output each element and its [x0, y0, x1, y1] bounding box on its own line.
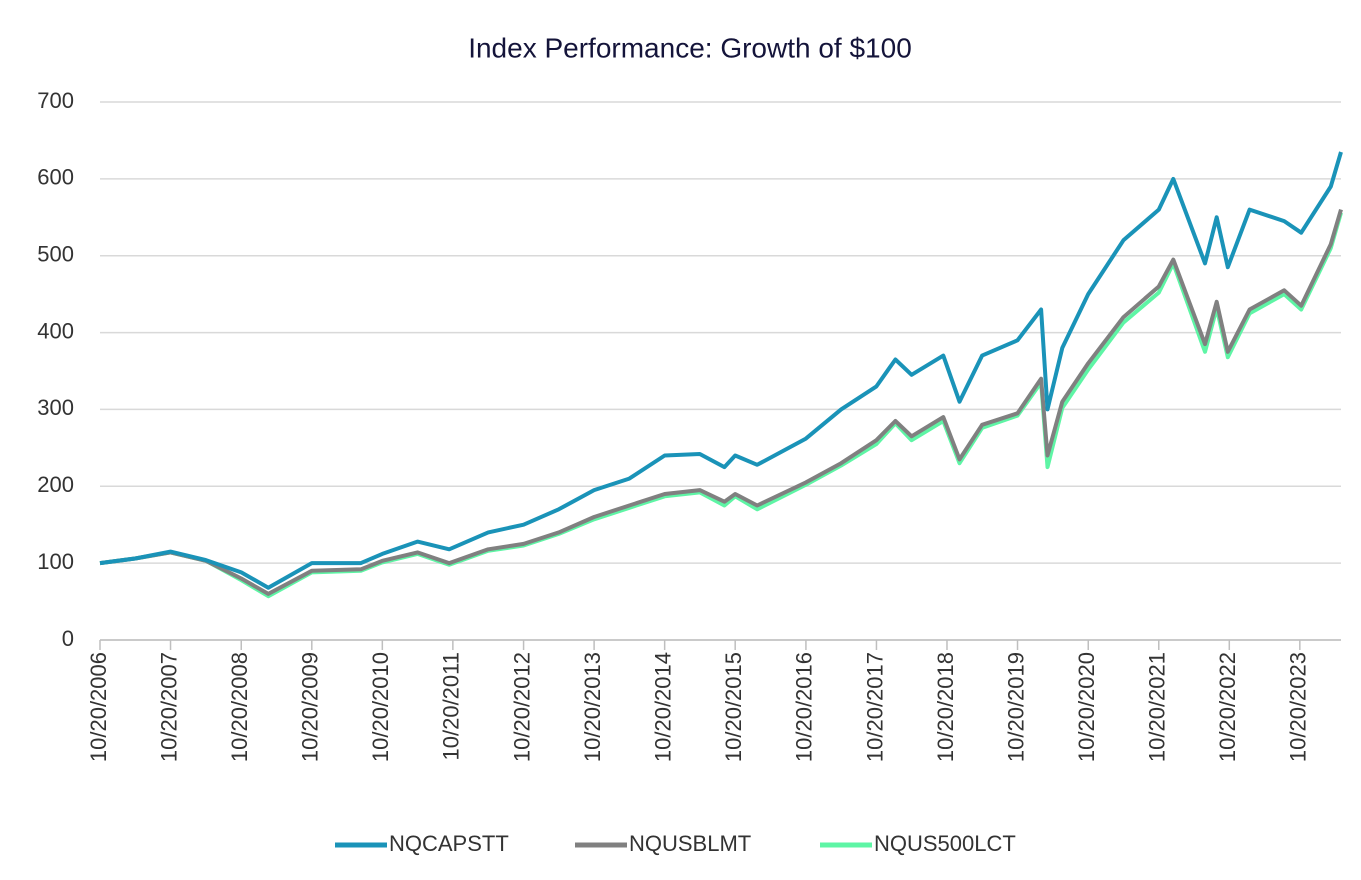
x-tick-label: 10/20/2016: [792, 652, 817, 762]
legend-label: NQUS500LCT: [874, 831, 1016, 856]
x-tick-label: 10/20/2022: [1215, 652, 1240, 762]
x-tick-label: 10/20/2010: [368, 652, 393, 762]
y-tick-label: 500: [37, 242, 74, 267]
y-tick-label: 200: [37, 472, 74, 497]
y-tick-label: 300: [37, 395, 74, 420]
x-tick-label: 10/20/2009: [298, 652, 323, 762]
chart-title: Index Performance: Growth of $100: [468, 32, 912, 63]
x-tick-label: 10/20/2006: [86, 652, 111, 762]
x-tick-label: 10/20/2011: [439, 652, 464, 760]
x-tick-label: 10/20/2018: [933, 652, 958, 762]
y-tick-label: 400: [37, 318, 74, 343]
x-tick-label: 10/20/2013: [580, 652, 605, 762]
x-tick-label: 10/20/2008: [227, 652, 252, 762]
x-tick-label: 10/20/2017: [862, 652, 887, 762]
series-line: [99, 209, 1343, 596]
legend-label: NQCAPSTT: [389, 831, 509, 856]
y-tick-label: 100: [37, 549, 74, 574]
legend-label: NQUSBLMT: [629, 831, 751, 856]
y-tick-label: 0: [62, 626, 74, 651]
x-tick-label: 10/20/2019: [1003, 652, 1028, 762]
series-line: [99, 151, 1343, 590]
x-tick-label: 10/20/2012: [509, 652, 534, 762]
x-tick-label: 10/20/2014: [650, 652, 675, 762]
x-tick-label: 10/20/2007: [156, 652, 181, 762]
y-tick-label: 700: [37, 88, 74, 113]
y-tick-label: 600: [37, 165, 74, 190]
x-tick-label: 10/20/2023: [1286, 652, 1311, 762]
x-tick-label: 10/20/2021: [1145, 652, 1170, 762]
x-tick-label: 10/20/2015: [721, 652, 746, 762]
x-tick-label: 10/20/2020: [1074, 652, 1099, 762]
